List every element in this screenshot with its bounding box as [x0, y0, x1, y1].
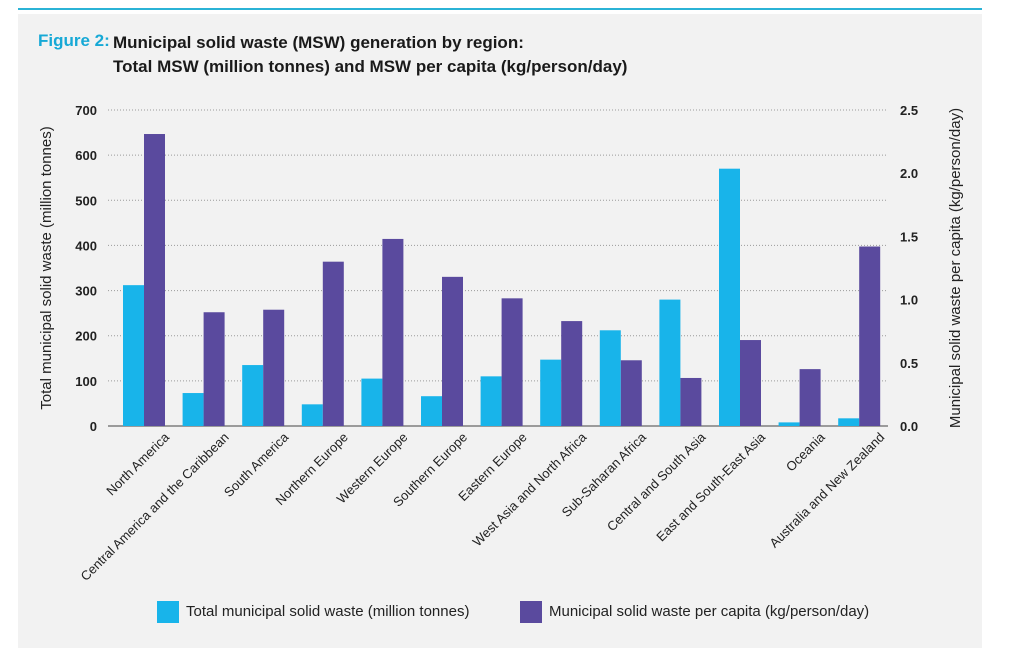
- bar-per-capita: [799, 369, 821, 426]
- legend-swatch-total: [157, 601, 179, 623]
- legend-label-total: Total municipal solid waste (million ton…: [186, 603, 470, 620]
- y2-tick-label: 2.5: [900, 103, 918, 118]
- bar-per-capita: [680, 377, 702, 426]
- y2-tick-label: 2.0: [900, 166, 918, 181]
- x-tick-label: Oceania: [783, 429, 828, 474]
- y-tick-label: 400: [75, 238, 97, 253]
- bar-total: [361, 378, 383, 426]
- bar-total: [540, 359, 562, 426]
- figure-label: Figure 2:: [38, 31, 110, 50]
- y-tick-label: 300: [75, 284, 97, 299]
- bar-total: [182, 393, 204, 426]
- y-axis-title: Total municipal solid waste (million ton…: [38, 126, 55, 409]
- y2-tick-label: 1.0: [900, 293, 918, 308]
- chart-panel: [18, 14, 982, 648]
- legend-label-per-capita: Municipal solid waste per capita (kg/per…: [549, 603, 870, 620]
- bar-total: [421, 396, 442, 426]
- legend-swatch-per-capita: [520, 601, 542, 623]
- y2-tick-label: 1.5: [900, 229, 918, 244]
- y2-tick-label: 0.5: [900, 356, 918, 371]
- bar-per-capita: [263, 309, 285, 426]
- bar-total: [301, 404, 323, 426]
- bar-total: [480, 376, 502, 426]
- y-tick-label: 700: [75, 103, 97, 118]
- bar-per-capita: [620, 360, 642, 426]
- y2-axis-title: Municipal solid waste per capita (kg/per…: [947, 108, 964, 428]
- y-tick-label: 200: [75, 329, 97, 344]
- bar-per-capita: [859, 246, 881, 426]
- bar-total: [719, 168, 740, 426]
- figure-title: Municipal solid waste (MSW) generation b…: [113, 31, 627, 79]
- y-tick-label: 500: [75, 193, 97, 208]
- figure-title-line-2: Total MSW (million tonnes) and MSW per c…: [113, 57, 628, 76]
- figure-title-line-1: Municipal solid waste (MSW) generation b…: [113, 33, 524, 52]
- x-tick-label: Central and South Asia: [604, 429, 709, 534]
- bar-per-capita: [442, 276, 463, 426]
- bar-per-capita: [382, 238, 404, 426]
- y2-tick-label: 0.0: [900, 419, 918, 434]
- y-tick-label: 100: [75, 374, 97, 389]
- bar-total: [123, 285, 144, 426]
- bar-per-capita: [501, 298, 523, 426]
- bar-per-capita: [144, 134, 165, 427]
- y-tick-label: 600: [75, 148, 97, 163]
- bar-per-capita: [561, 321, 583, 426]
- bar-total: [599, 330, 621, 426]
- bar-per-capita: [203, 312, 225, 426]
- bar-total: [838, 418, 860, 426]
- bar-total: [659, 299, 681, 426]
- bar-total: [778, 422, 800, 426]
- x-tick-label: West Asia and North Africa: [470, 429, 590, 549]
- x-tick-label: East and South-East Asia: [653, 429, 768, 544]
- bar-per-capita: [322, 261, 344, 426]
- top-rule: [18, 8, 982, 10]
- x-tick-label: Australia and New Zealand: [766, 430, 887, 551]
- y-tick-label: 0: [90, 419, 97, 434]
- bar-per-capita: [740, 340, 761, 426]
- bar-total: [242, 365, 264, 426]
